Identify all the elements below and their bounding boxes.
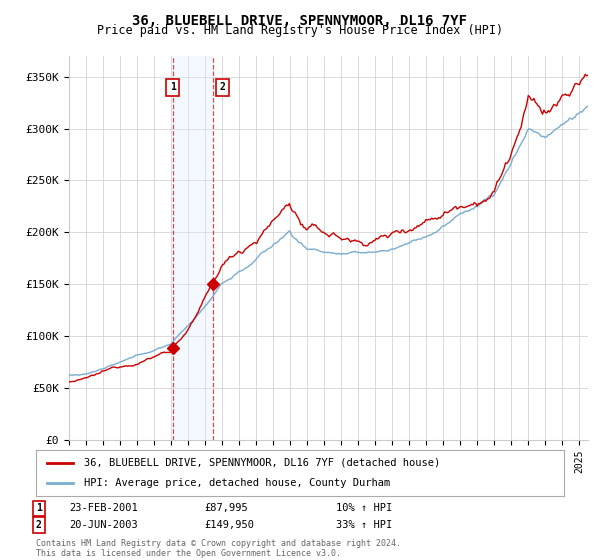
Text: 36, BLUEBELL DRIVE, SPENNYMOOR, DL16 7YF (detached house): 36, BLUEBELL DRIVE, SPENNYMOOR, DL16 7YF… [83, 458, 440, 468]
Text: 33% ↑ HPI: 33% ↑ HPI [336, 520, 392, 530]
Text: 1: 1 [170, 82, 176, 92]
Text: 23-FEB-2001: 23-FEB-2001 [69, 503, 138, 514]
Bar [173, 56, 213, 440]
Text: 2: 2 [36, 520, 42, 530]
Text: Contains HM Land Registry data © Crown copyright and database right 2024.: Contains HM Land Registry data © Crown c… [36, 539, 401, 548]
Text: 20-JUN-2003: 20-JUN-2003 [69, 520, 138, 530]
Text: 1: 1 [36, 503, 42, 514]
Text: This data is licensed under the Open Government Licence v3.0.: This data is licensed under the Open Gov… [36, 549, 341, 558]
Text: HPI: Average price, detached house, County Durham: HPI: Average price, detached house, Coun… [83, 478, 390, 488]
Text: Price paid vs. HM Land Registry's House Price Index (HPI): Price paid vs. HM Land Registry's House … [97, 24, 503, 37]
Text: 36, BLUEBELL DRIVE, SPENNYMOOR, DL16 7YF: 36, BLUEBELL DRIVE, SPENNYMOOR, DL16 7YF [133, 14, 467, 28]
Text: £149,950: £149,950 [204, 520, 254, 530]
Text: 10% ↑ HPI: 10% ↑ HPI [336, 503, 392, 514]
Text: £87,995: £87,995 [204, 503, 248, 514]
Text: 2: 2 [220, 82, 226, 92]
